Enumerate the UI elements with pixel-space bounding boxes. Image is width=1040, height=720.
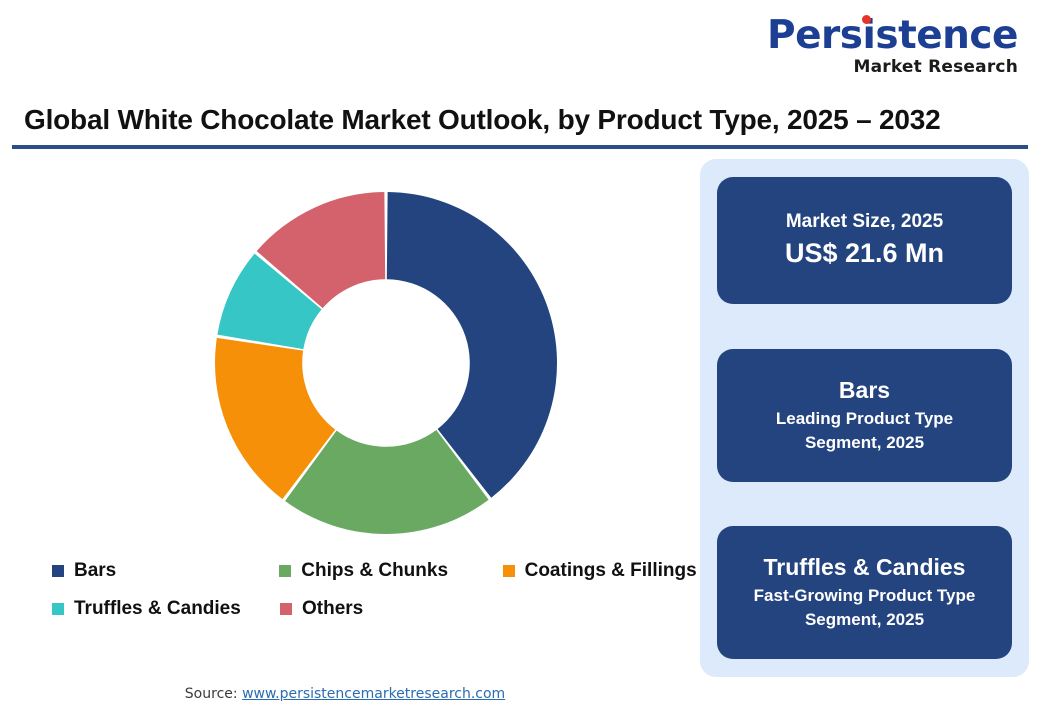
- donut-slice[interactable]: [256, 192, 386, 309]
- donut-slice[interactable]: [215, 337, 336, 500]
- legend-swatch-bars: [52, 565, 64, 577]
- legend-swatch-others: [280, 603, 292, 615]
- legend-item-truffles-candies[interactable]: Truffles & Candies: [52, 598, 280, 620]
- leading-segment-card: Bars Leading Product Type Segment, 2025: [717, 348, 1012, 482]
- legend-label-bars: Bars: [74, 560, 117, 581]
- legend-item-coatings-fillings[interactable]: Coatings & Fillings: [502, 560, 702, 582]
- fast-growing-segment-name: Truffles & Candies: [763, 554, 966, 581]
- brand-logo-tagline: Market Research: [853, 57, 1018, 77]
- market-size-card: Market Size, 2025 US$ 21.6 Mn: [717, 177, 1012, 304]
- legend-label-coatings-fillings: Coatings & Fillings: [524, 560, 697, 581]
- fast-growing-segment-card: Truffles & Candies Fast-Growing Product …: [717, 526, 1012, 659]
- chart-legend: Bars Chips & Chunks Coatings & Fillings …: [52, 552, 702, 628]
- donut-chart: [14, 152, 690, 552]
- legend-row-2: Truffles & Candies Others: [52, 590, 702, 628]
- legend-label-chips-chunks: Chips & Chunks: [301, 560, 449, 581]
- title-divider: [12, 145, 1028, 149]
- legend-row-1: Bars Chips & Chunks Coatings & Fillings: [52, 552, 702, 590]
- donut-slice[interactable]: [285, 430, 489, 534]
- market-size-label: Market Size, 2025: [785, 211, 944, 233]
- legend-swatch-truffles-candies: [52, 603, 64, 615]
- brand-logo-name: Persistence: [767, 13, 1019, 58]
- legend-label-truffles-candies: Truffles & Candies: [74, 598, 241, 619]
- page-title: Global White Chocolate Market Outlook, b…: [24, 104, 941, 135]
- source-note: Source: www.persistencemarketresearch.co…: [0, 686, 690, 702]
- donut-slice[interactable]: [217, 253, 322, 350]
- legend-item-others[interactable]: Others: [280, 598, 480, 620]
- donut-slice[interactable]: [386, 192, 557, 498]
- market-size-value: US$ 21.6 Mn: [784, 238, 945, 268]
- legend-item-chips-chunks[interactable]: Chips & Chunks: [279, 560, 502, 582]
- brand-logo-dot-icon: [862, 15, 871, 24]
- legend-swatch-chips-chunks: [279, 565, 292, 577]
- leading-segment-sub-line1: Leading Product Type: [775, 408, 954, 428]
- highlights-panel: Market Size, 2025 US$ 21.6 Mn Bars Leadi…: [700, 159, 1029, 677]
- fast-growing-segment-sub-line1: Fast-Growing Product Type: [753, 586, 976, 605]
- leading-segment-sub-line2: Segment, 2025: [804, 432, 925, 452]
- donut-chart-svg: [215, 192, 557, 534]
- legend-label-others: Others: [302, 598, 364, 619]
- brand-logo: Persistence Market Research: [767, 13, 1019, 77]
- source-link[interactable]: www.persistencemarketresearch.com: [242, 686, 506, 702]
- legend-swatch-coatings-fillings: [502, 565, 515, 577]
- leading-segment-name: Bars: [838, 376, 891, 403]
- legend-item-bars[interactable]: Bars: [52, 560, 279, 582]
- fast-growing-segment-sub-line2: Segment, 2025: [804, 610, 925, 630]
- source-prefix: Source:: [184, 686, 243, 702]
